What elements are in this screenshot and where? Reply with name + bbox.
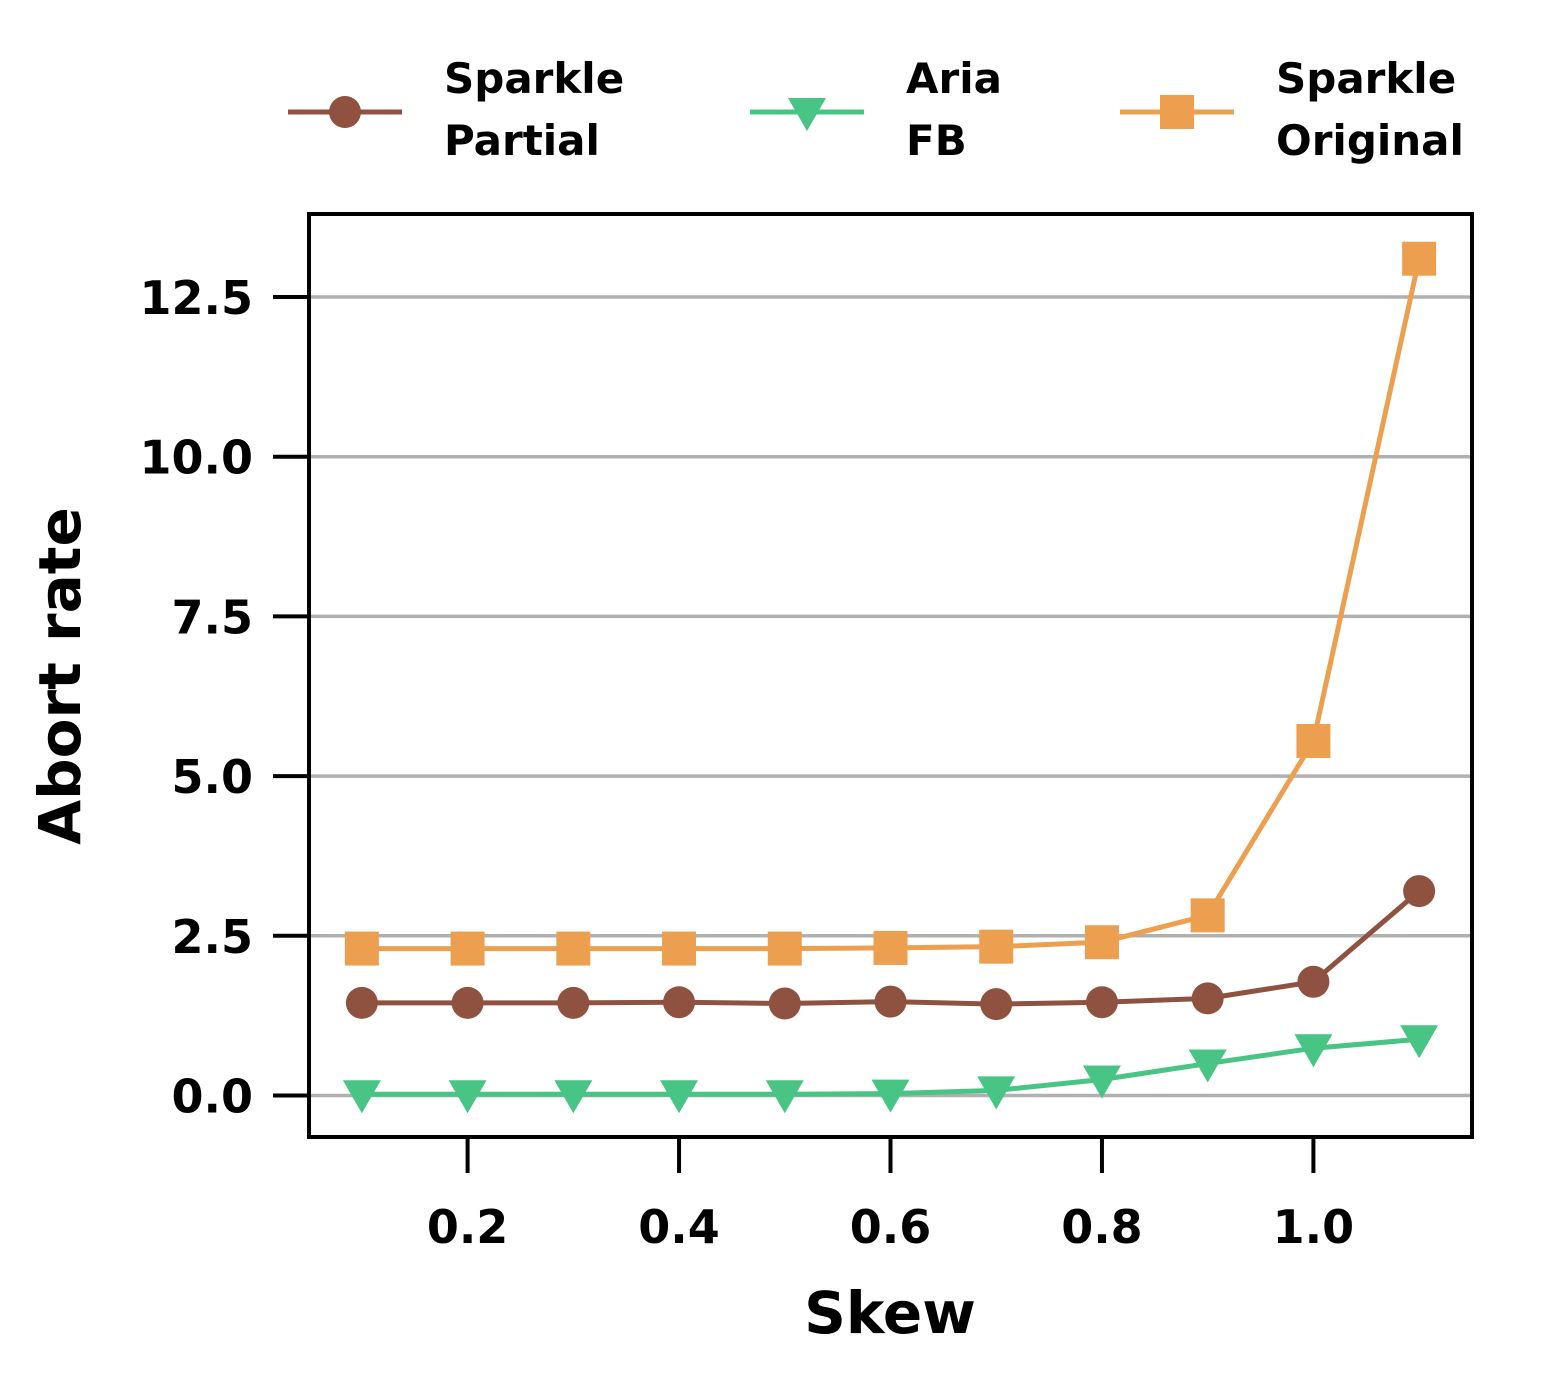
y-axis: 0.0 2.5 5.0 7.5 10.0 12.5 [140, 271, 309, 1123]
legend-marker-sparkle-partial [329, 96, 361, 128]
series-layer [342, 241, 1439, 1114]
y-tick-label: 7.5 [172, 590, 254, 644]
x-tick-label: 0.8 [1061, 1200, 1143, 1254]
legend-marker-sparkle-original [1160, 95, 1194, 129]
legend-label-sparkle-partial: Sparkle [444, 54, 624, 103]
data-point-sparkle-partial [874, 985, 907, 1018]
series-sparkle-original [344, 241, 1437, 966]
data-point-sparkle-original [767, 931, 802, 966]
data-point-aria-fb [1294, 1034, 1333, 1068]
series-line-sparkle-original [361, 258, 1422, 952]
y-tick-label: 12.5 [140, 271, 254, 325]
legend-label-sparkle-original: Original [1276, 116, 1464, 165]
data-point-sparkle-original [1296, 723, 1331, 758]
data-point-sparkle-original [1084, 925, 1119, 960]
data-point-sparkle-original [1190, 898, 1225, 933]
legend-item-sparkle-partial: Sparkle Partial [288, 54, 624, 165]
data-point-sparkle-original [662, 931, 697, 966]
data-point-sparkle-partial [768, 987, 801, 1020]
data-point-sparkle-partial [663, 986, 696, 1019]
series-sparkle-partial [345, 875, 1436, 1021]
data-point-aria-fb [1082, 1065, 1121, 1099]
legend: Sparkle Partial Aria FB Sparkle Original [288, 54, 1464, 165]
legend-label-sparkle-partial: Partial [444, 116, 600, 165]
y-tick-label: 2.5 [172, 910, 254, 964]
x-tick-label: 0.2 [427, 1200, 509, 1254]
y-tick-label: 5.0 [172, 750, 254, 804]
legend-label-aria-fb: FB [906, 116, 967, 165]
series-aria-fb [342, 1025, 1439, 1114]
data-point-aria-fb [765, 1080, 804, 1114]
x-tick-label: 0.6 [850, 1200, 932, 1254]
data-point-sparkle-partial [345, 986, 378, 1019]
data-point-sparkle-partial [451, 986, 484, 1019]
legend-item-aria-fb: Aria FB [750, 54, 1002, 165]
x-axis-title: Skew [804, 1279, 976, 1347]
data-point-sparkle-original [873, 930, 908, 965]
data-point-sparkle-partial [1191, 982, 1224, 1015]
data-point-aria-fb [1188, 1049, 1227, 1083]
data-point-sparkle-original [556, 931, 591, 966]
legend-item-sparkle-original: Sparkle Original [1120, 54, 1464, 165]
data-point-aria-fb [448, 1080, 487, 1114]
legend-marker-aria-fb [788, 98, 826, 131]
y-axis-title: Abort rate [26, 507, 94, 845]
data-point-aria-fb [342, 1080, 381, 1114]
y-tick-label: 0.0 [172, 1069, 254, 1123]
x-axis: 0.2 0.4 0.6 0.8 1.0 [427, 1137, 1354, 1254]
data-point-aria-fb [977, 1076, 1016, 1110]
x-tick-label: 0.4 [638, 1200, 720, 1254]
data-point-sparkle-original [344, 931, 379, 966]
data-point-sparkle-original [450, 931, 485, 966]
data-point-aria-fb [1400, 1025, 1439, 1059]
gridlines [309, 295, 1472, 1098]
data-point-sparkle-partial [1085, 986, 1118, 1019]
data-point-aria-fb [660, 1080, 699, 1114]
y-tick-label: 10.0 [140, 431, 254, 485]
data-point-sparkle-partial [557, 986, 590, 1019]
data-point-sparkle-partial [980, 988, 1013, 1021]
legend-label-sparkle-original: Sparkle [1276, 54, 1456, 103]
data-point-aria-fb [554, 1080, 593, 1114]
data-point-sparkle-partial [1403, 875, 1436, 908]
data-point-sparkle-partial [1297, 965, 1330, 998]
data-point-sparkle-original [979, 929, 1014, 964]
data-point-aria-fb [871, 1079, 910, 1113]
data-point-sparkle-original [1402, 241, 1437, 276]
legend-label-aria-fb: Aria [906, 54, 1002, 103]
x-tick-label: 1.0 [1273, 1200, 1355, 1254]
